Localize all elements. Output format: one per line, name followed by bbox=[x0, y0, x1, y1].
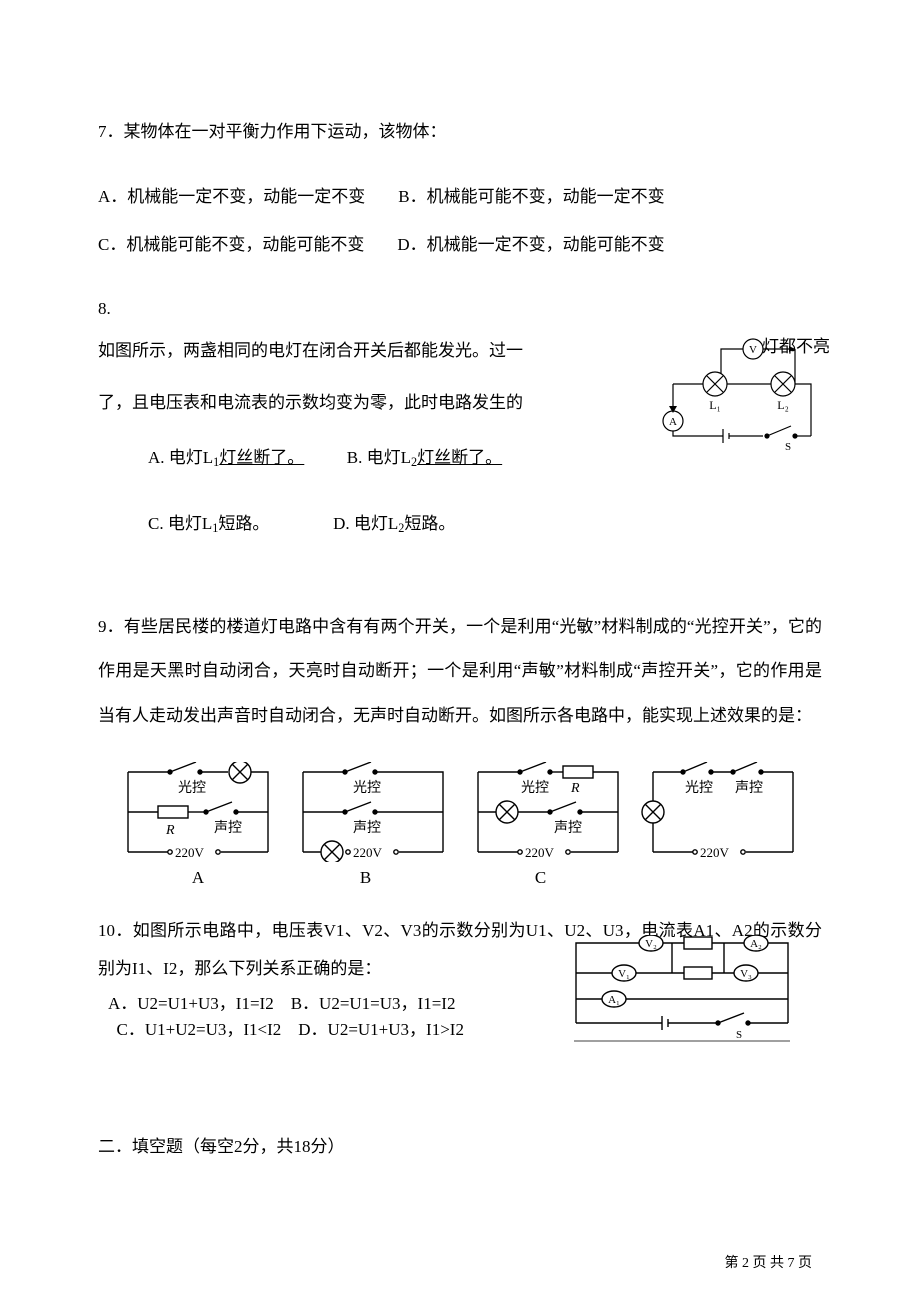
q8-opt-b: B. 电灯L2灯丝断了。 bbox=[347, 448, 502, 467]
svg-text:V₃: V₃ bbox=[740, 968, 752, 980]
svg-text:光控: 光控 bbox=[178, 780, 206, 796]
q10-block: V₂ A₂ V₁ V₃ A₁ bbox=[98, 912, 822, 1043]
svg-text:A₂: A₂ bbox=[750, 938, 762, 950]
q7-opt-a: A．机械能一定不变，动能一定不变 bbox=[98, 173, 365, 221]
q8-opt-d: D. 电灯L2短路。 bbox=[333, 514, 455, 533]
q8-opt-a: A. 电灯L1灯丝断了。 bbox=[148, 448, 304, 467]
q10-figure: V₂ A₂ V₁ V₃ A₁ bbox=[566, 935, 796, 1045]
q8-block: 灯都不亮 V bbox=[98, 334, 822, 545]
page: 7．某物体在一对平衡力作用下运动，该物体： A．机械能一定不变，动能一定不变 B… bbox=[0, 0, 920, 1302]
ammeter-label: A bbox=[669, 416, 677, 428]
svg-text:V₁: V₁ bbox=[618, 968, 630, 980]
svg-text:220V: 220V bbox=[353, 845, 383, 860]
q8-circuit-figure: V L₁ L₂ bbox=[623, 336, 828, 451]
svg-text:V₂: V₂ bbox=[645, 938, 657, 950]
svg-text:220V: 220V bbox=[700, 845, 730, 860]
q9-figures: 光控 R 声控 bbox=[118, 762, 822, 862]
q9-label-c: C bbox=[453, 865, 628, 891]
section2-heading: 二．填空题（每空2分，共18分） bbox=[98, 1130, 822, 1164]
svg-text:声控: 声控 bbox=[554, 820, 582, 836]
q9-label-a: A bbox=[118, 865, 278, 891]
q10-opt-b: B．U2=U1=U3，I1=I2 bbox=[291, 994, 456, 1013]
q9-label-b: B bbox=[278, 865, 453, 891]
svg-text:220V: 220V bbox=[175, 845, 205, 860]
q8-number: 8. bbox=[98, 292, 822, 326]
page-footer: 第 2 页 共 7 页 bbox=[725, 1253, 813, 1274]
svg-text:声控: 声控 bbox=[735, 780, 763, 796]
q10-opt-c: C．U1+U2=U3，I1<I2 bbox=[117, 1020, 282, 1039]
switch-label: S bbox=[785, 441, 791, 451]
q8-options-cd: C. 电灯L1短路。 D. 电灯L2短路。 bbox=[148, 504, 822, 545]
svg-text:R: R bbox=[570, 781, 580, 796]
q7-opt-b: B．机械能可能不变，动能一定不变 bbox=[398, 173, 664, 221]
lamp-l1-label: L₁ bbox=[709, 398, 721, 412]
svg-text:光控: 光控 bbox=[685, 780, 713, 796]
q7-options: A．机械能一定不变，动能一定不变 B．机械能可能不变，动能一定不变 C．机械能可… bbox=[98, 173, 822, 268]
svg-text:S: S bbox=[736, 1029, 742, 1041]
svg-text:声控: 声控 bbox=[214, 820, 242, 836]
svg-text:光控: 光控 bbox=[353, 780, 381, 796]
q7-opt-c: C．机械能可能不变，动能可能不变 bbox=[98, 221, 364, 269]
q8-opt-c: C. 电灯L1短路。 bbox=[148, 514, 269, 533]
svg-text:A₁: A₁ bbox=[608, 994, 620, 1006]
q7-opt-d: D．机械能一定不变，动能可能不变 bbox=[397, 221, 664, 269]
svg-text:R: R bbox=[165, 823, 175, 838]
lamp-l2-label: L₂ bbox=[777, 398, 789, 412]
q10-opt-d: D．U2=U1+U3，I1>I2 bbox=[298, 1020, 464, 1039]
svg-text:220V: 220V bbox=[525, 845, 555, 860]
svg-text:声控: 声控 bbox=[353, 820, 381, 836]
voltmeter-label: V bbox=[749, 344, 757, 356]
q7-stem: 7．某物体在一对平衡力作用下运动，该物体： bbox=[98, 115, 822, 149]
q10-opt-a: A．U2=U1+U3，I1=I2 bbox=[108, 994, 274, 1013]
q9-stem: 9．有些居民楼的楼道灯电路中含有有两个开关，一个是利用“光敏”材料制成的“光控开… bbox=[98, 605, 822, 738]
svg-text:光控: 光控 bbox=[521, 780, 549, 796]
q9-labels-row: A B C bbox=[118, 865, 822, 891]
